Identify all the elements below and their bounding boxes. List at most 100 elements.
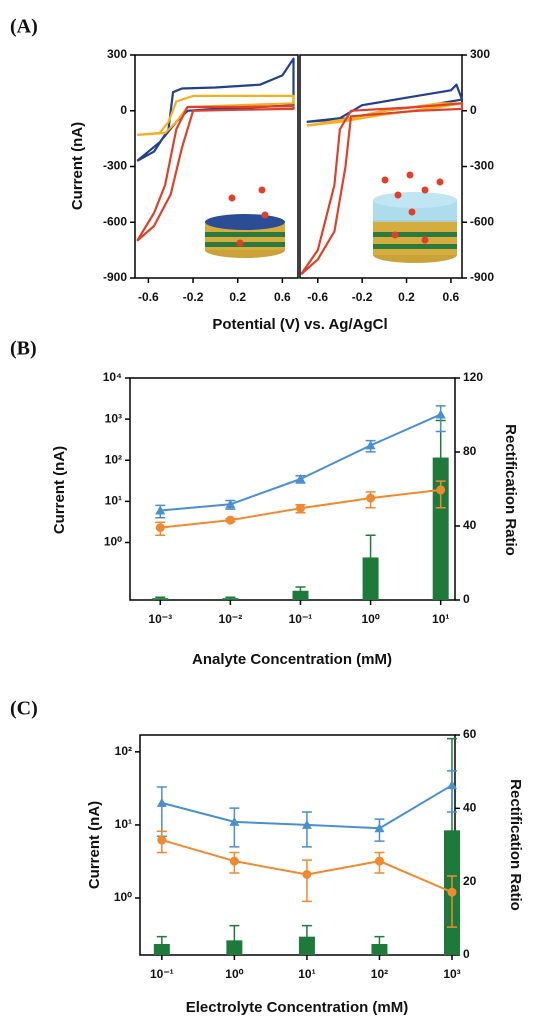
point	[301, 819, 312, 829]
y-tick-label: 300	[470, 47, 490, 61]
y-tick-label: -900	[103, 270, 127, 284]
x-tick-label: -0.6	[138, 290, 159, 304]
error-bar	[225, 596, 236, 600]
y-axis-label: Current (nA)	[69, 122, 86, 210]
x-tick-label: 10¹	[298, 967, 315, 981]
error-bar	[365, 534, 376, 580]
y-tick-label: 40	[463, 518, 477, 532]
inset-right	[373, 171, 457, 263]
y-tick-label: 10¹	[115, 817, 132, 831]
point	[435, 409, 446, 419]
x-tick-label: 10³	[443, 967, 460, 981]
error-bar	[301, 859, 312, 903]
x-tick-label: 10⁻³	[148, 612, 172, 626]
series-line	[137, 94, 295, 136]
y-tick-label: 20	[463, 874, 477, 888]
point	[156, 797, 167, 807]
y-tick-label: 80	[463, 444, 477, 458]
y-tick-label: 0	[120, 103, 127, 117]
y-tick-label: 120	[463, 370, 483, 384]
x-tick-label: 10⁻¹	[289, 612, 313, 626]
y-tick-label: 10¹	[105, 494, 122, 508]
x-tick-label: 10⁰	[361, 612, 379, 626]
y2-axis-label: Rectification Ratio	[507, 779, 524, 911]
y-tick-label: 10²	[115, 744, 132, 758]
error-bar	[229, 807, 240, 848]
bar	[292, 590, 309, 600]
x-tick-label: -0.6	[307, 290, 328, 304]
y-tick-label: 0	[463, 947, 470, 961]
y-tick-label: -600	[470, 214, 494, 228]
y-tick-label: -300	[470, 159, 494, 173]
y-axis-label: Current (nA)	[86, 801, 103, 889]
series-line	[300, 102, 464, 276]
point	[365, 440, 376, 450]
inset-left	[205, 186, 285, 258]
chart: (B) Current (nA) Rectification Ratio Analyt…	[10, 338, 519, 668]
y-tick-label: -300	[103, 159, 127, 173]
point	[447, 887, 457, 897]
chart: (A) Current (nA) Potential (V) vs. Ag/AgCl…	[10, 16, 388, 333]
y-tick-label: 10⁰	[114, 890, 132, 904]
y-tick-label: 0	[463, 592, 470, 606]
error-bar	[229, 924, 240, 955]
chart: -0.6 -0.2 0.2 0.6 300 0 -300 -600 -900	[299, 47, 494, 304]
point	[374, 823, 385, 833]
error-bar	[155, 596, 166, 600]
x-tick-label: 0.2	[398, 290, 415, 304]
panel-label: (C)	[10, 698, 38, 720]
x-axis-label: Analyte Concentration (mM)	[192, 651, 392, 668]
series-line	[136, 104, 295, 242]
x-tick-label: 0.6	[274, 290, 291, 304]
error-bar	[374, 935, 385, 952]
panel-label: (B)	[10, 338, 37, 360]
y-tick-label: 40	[463, 801, 477, 815]
x-axis-label: Electrolyte Concentration (mM)	[186, 999, 409, 1016]
point	[225, 515, 235, 525]
x-tick-label: 10⁻¹	[150, 967, 174, 981]
series-line	[160, 413, 442, 512]
error-bar	[446, 770, 457, 813]
error-bar	[301, 924, 312, 948]
plot-frame	[139, 734, 456, 956]
panel-label: (A)	[10, 16, 38, 38]
y-tick-label: 10⁴	[103, 370, 122, 384]
point	[366, 493, 376, 503]
point	[229, 856, 239, 866]
error-bar	[301, 811, 312, 848]
chart: (C) Current (nA) Rectification Ratio Electr…	[10, 698, 524, 1016]
y-tick-label: 60	[463, 727, 477, 741]
y-tick-label: 0	[470, 103, 477, 117]
x-tick-label: 10²	[371, 967, 388, 981]
x-tick-label: 0.2	[229, 290, 246, 304]
plot-frame	[129, 377, 456, 601]
y-tick-label: 10³	[105, 411, 122, 425]
point	[436, 485, 446, 495]
point	[295, 503, 305, 513]
point	[374, 856, 384, 866]
y2-axis-label: Rectification Ratio	[502, 424, 519, 556]
x-tick-label: 10⁻²	[219, 612, 243, 626]
y-axis-label: Current (nA)	[51, 446, 68, 534]
x-tick-label: -0.2	[183, 290, 204, 304]
x-tick-label: 0.6	[443, 290, 460, 304]
y-tick-label: 300	[107, 47, 127, 61]
point	[155, 523, 165, 533]
point	[446, 780, 457, 790]
x-tick-label: -0.2	[352, 290, 373, 304]
x-tick-label: 10⁰	[225, 967, 243, 981]
error-bar	[156, 935, 167, 952]
y-tick-label: 10²	[105, 452, 122, 466]
error-bar	[295, 586, 306, 595]
point	[225, 499, 236, 509]
error-bar	[156, 786, 167, 837]
point	[302, 869, 312, 879]
error-bar	[446, 875, 457, 928]
x-tick-label: 10¹	[432, 612, 449, 626]
y-tick-label: -900	[470, 270, 494, 284]
point	[157, 835, 167, 845]
y-tick-label: 10⁰	[104, 535, 122, 549]
point	[155, 505, 166, 515]
y-tick-label: -600	[103, 214, 127, 228]
